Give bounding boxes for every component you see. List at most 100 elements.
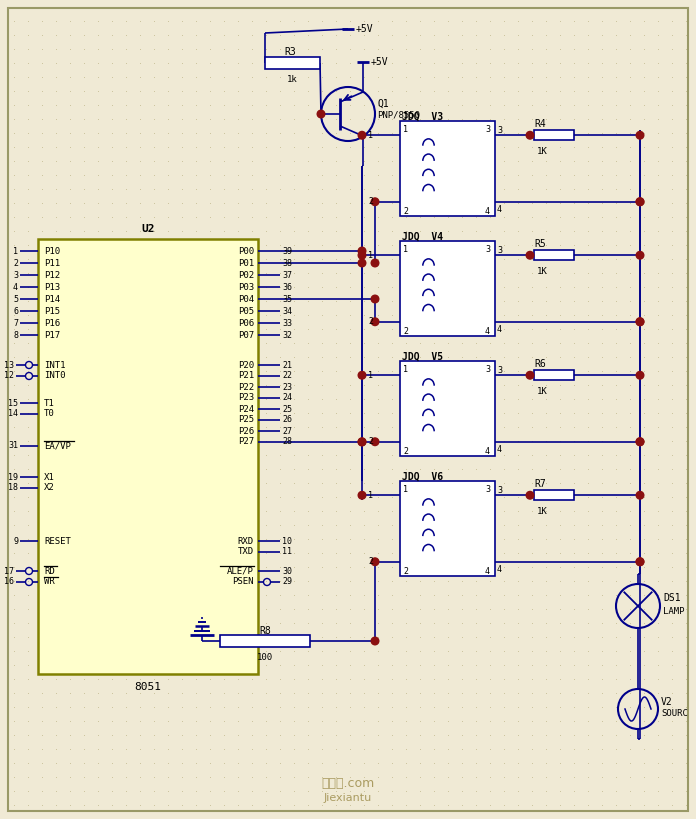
Bar bbox=[534, 251, 574, 260]
Text: 2: 2 bbox=[403, 447, 408, 456]
Text: 4: 4 bbox=[485, 447, 490, 456]
Text: ALE/P: ALE/P bbox=[227, 567, 254, 576]
Circle shape bbox=[371, 438, 379, 446]
Text: 29: 29 bbox=[282, 577, 292, 586]
Text: R5: R5 bbox=[534, 239, 546, 249]
Circle shape bbox=[636, 438, 644, 446]
Text: 33: 33 bbox=[282, 319, 292, 328]
Text: 1K: 1K bbox=[537, 507, 548, 516]
Circle shape bbox=[526, 132, 534, 139]
Text: 3: 3 bbox=[497, 126, 502, 135]
Text: 4: 4 bbox=[497, 565, 502, 574]
Text: WR: WR bbox=[44, 577, 55, 586]
Text: 9: 9 bbox=[13, 536, 18, 545]
Text: Q1: Q1 bbox=[377, 99, 389, 109]
Circle shape bbox=[636, 132, 644, 139]
Text: 17: 17 bbox=[4, 567, 14, 576]
Circle shape bbox=[636, 318, 644, 325]
Circle shape bbox=[526, 491, 534, 499]
Text: 4: 4 bbox=[497, 325, 502, 334]
Text: 11: 11 bbox=[282, 547, 292, 556]
Text: 1K: 1K bbox=[537, 387, 548, 396]
Text: 4: 4 bbox=[497, 446, 502, 455]
Bar bbox=[220, 635, 310, 647]
Text: PSEN: PSEN bbox=[232, 577, 254, 586]
Text: 3: 3 bbox=[13, 270, 18, 279]
Text: P10: P10 bbox=[44, 247, 60, 256]
Text: 1: 1 bbox=[403, 364, 408, 373]
Circle shape bbox=[636, 198, 644, 206]
Text: R3: R3 bbox=[285, 47, 296, 57]
Bar bbox=[400, 241, 495, 336]
Bar bbox=[400, 481, 495, 576]
Text: 10: 10 bbox=[282, 536, 292, 545]
Text: 100: 100 bbox=[257, 654, 273, 663]
Text: 31: 31 bbox=[8, 441, 18, 450]
Circle shape bbox=[371, 318, 379, 325]
Text: 37: 37 bbox=[282, 270, 292, 279]
Text: 2: 2 bbox=[13, 259, 18, 268]
Text: 22: 22 bbox=[282, 372, 292, 381]
Text: 1: 1 bbox=[368, 491, 373, 500]
Circle shape bbox=[358, 247, 366, 255]
Text: RESET: RESET bbox=[44, 536, 71, 545]
Text: 8: 8 bbox=[13, 331, 18, 340]
Text: 2: 2 bbox=[403, 328, 408, 337]
Text: 1: 1 bbox=[368, 131, 373, 140]
Circle shape bbox=[636, 318, 644, 325]
Text: 2: 2 bbox=[403, 568, 408, 577]
Text: 14: 14 bbox=[8, 410, 18, 419]
Text: 2: 2 bbox=[368, 197, 373, 206]
Text: P11: P11 bbox=[44, 259, 60, 268]
Text: INT1: INT1 bbox=[44, 360, 65, 369]
Text: +5V: +5V bbox=[371, 57, 388, 67]
Circle shape bbox=[636, 491, 644, 499]
Text: 2: 2 bbox=[368, 437, 373, 446]
Text: 4: 4 bbox=[485, 328, 490, 337]
Text: 1k: 1k bbox=[287, 75, 297, 84]
Text: 3: 3 bbox=[485, 364, 490, 373]
Circle shape bbox=[636, 558, 644, 566]
Text: T1: T1 bbox=[44, 399, 55, 408]
Circle shape bbox=[526, 372, 534, 379]
Text: X1: X1 bbox=[44, 473, 55, 482]
Text: 1: 1 bbox=[368, 251, 373, 260]
Text: 39: 39 bbox=[282, 247, 292, 256]
Text: 3: 3 bbox=[485, 485, 490, 494]
Text: P12: P12 bbox=[44, 270, 60, 279]
Text: P26: P26 bbox=[238, 427, 254, 436]
Text: LAMP: LAMP bbox=[663, 607, 684, 616]
Text: P17: P17 bbox=[44, 331, 60, 340]
Text: 12: 12 bbox=[4, 372, 14, 381]
Text: P07: P07 bbox=[238, 331, 254, 340]
Circle shape bbox=[358, 438, 366, 446]
Circle shape bbox=[526, 251, 534, 259]
Text: 27: 27 bbox=[282, 427, 292, 436]
Text: 1K: 1K bbox=[537, 267, 548, 276]
Text: P00: P00 bbox=[238, 247, 254, 256]
Text: Jiexiantu: Jiexiantu bbox=[324, 793, 372, 803]
Text: 3: 3 bbox=[485, 124, 490, 133]
Text: TXD: TXD bbox=[238, 547, 254, 556]
Circle shape bbox=[371, 558, 379, 566]
Text: 26: 26 bbox=[282, 415, 292, 424]
Text: R8: R8 bbox=[259, 626, 271, 636]
Text: P23: P23 bbox=[238, 393, 254, 402]
Text: T0: T0 bbox=[44, 410, 55, 419]
Circle shape bbox=[317, 111, 325, 118]
Text: V2: V2 bbox=[661, 697, 673, 707]
Text: P21: P21 bbox=[238, 372, 254, 381]
Text: RXD: RXD bbox=[238, 536, 254, 545]
Text: JDQ  V3: JDQ V3 bbox=[402, 112, 443, 122]
Text: P02: P02 bbox=[238, 270, 254, 279]
Text: 2: 2 bbox=[368, 317, 373, 326]
Text: P27: P27 bbox=[238, 437, 254, 446]
Text: 1: 1 bbox=[403, 485, 408, 494]
Text: 4: 4 bbox=[13, 283, 18, 292]
Circle shape bbox=[371, 637, 379, 645]
Circle shape bbox=[358, 438, 366, 446]
Text: 1K: 1K bbox=[537, 147, 548, 156]
Text: 7: 7 bbox=[13, 319, 18, 328]
Text: 4: 4 bbox=[485, 568, 490, 577]
Text: P05: P05 bbox=[238, 306, 254, 315]
